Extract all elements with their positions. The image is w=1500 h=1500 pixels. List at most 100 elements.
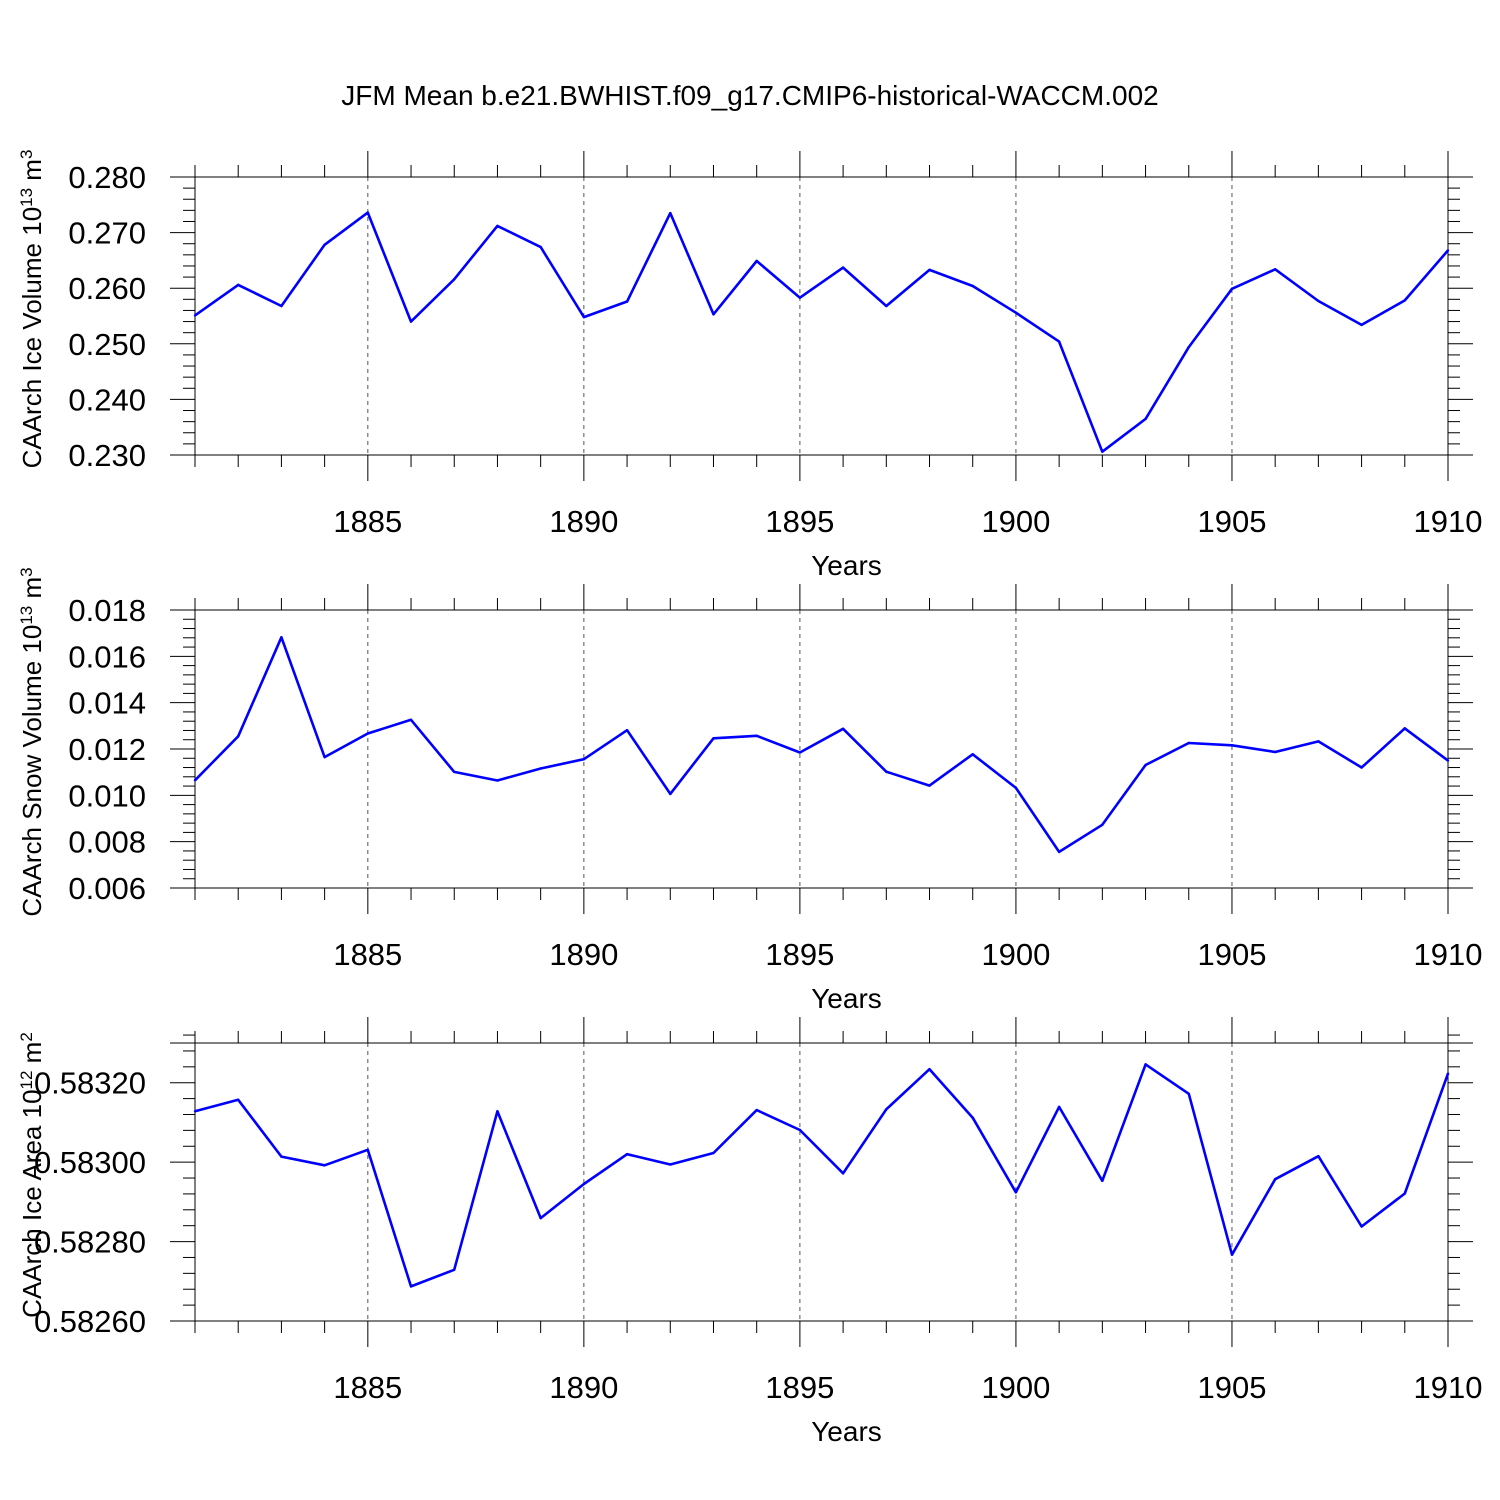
ice-area-data-point bbox=[712, 1151, 715, 1155]
ice-area-data-point bbox=[1014, 1191, 1018, 1194]
snow-volume-data-point bbox=[841, 727, 845, 731]
ice-volume-data-point bbox=[1403, 299, 1406, 302]
ice-area-x-tick-label: 1890 bbox=[549, 1370, 618, 1405]
ice-volume-data-point bbox=[280, 304, 283, 308]
ice-area-data-point bbox=[755, 1108, 758, 1112]
ice-volume-y-tick-label: 0.270 bbox=[68, 216, 146, 251]
ice-volume-data-point bbox=[1317, 299, 1320, 303]
figure-title: JFM Mean b.e21.BWHIST.f09_g17.CMIP6-hist… bbox=[341, 80, 1158, 111]
ice-area-y-axis-title-ylabel: CAArch Ice Area 10 bbox=[17, 1089, 47, 1317]
snow-volume-data-point bbox=[409, 718, 413, 722]
ice-area-data-point bbox=[1101, 1179, 1104, 1183]
ice-volume-y-axis-title-ylabel-sup-unit: 3 bbox=[17, 150, 36, 159]
snow-volume-data-point bbox=[1317, 740, 1320, 743]
ice-volume-data-point bbox=[453, 278, 456, 281]
ice-volume-data-point bbox=[237, 283, 240, 287]
ice-area-data-point bbox=[280, 1155, 283, 1158]
snow-volume-data-point bbox=[1187, 741, 1190, 745]
ice-area-data-point bbox=[237, 1098, 240, 1101]
ice-volume-data-point bbox=[1057, 340, 1061, 343]
ice-volume-x-tick-label: 1885 bbox=[333, 504, 402, 539]
snow-volume-data-point bbox=[669, 792, 672, 796]
ice-volume-series-line bbox=[194, 211, 1449, 454]
ice-volume-data-point bbox=[1273, 268, 1277, 271]
ice-volume-data-point bbox=[1014, 311, 1018, 314]
snow-volume-data-point bbox=[1446, 759, 1450, 762]
ice-area-data-point bbox=[625, 1153, 629, 1156]
ice-area-x-tick-label: 1885 bbox=[333, 1370, 402, 1405]
ice-area-data-point bbox=[1057, 1105, 1061, 1109]
ice-volume-x-tick-label: 1890 bbox=[549, 504, 618, 539]
ice-area-data-point bbox=[1403, 1192, 1406, 1195]
ice-area-data-point bbox=[971, 1116, 974, 1119]
ice-volume-data-point bbox=[971, 284, 974, 288]
ice-area-data-point bbox=[496, 1110, 499, 1113]
ice-area-y-axis-title-ylabel-sup-exp: 12 bbox=[17, 1071, 36, 1090]
ice-area-y-axis-title-ylabel-unit: m bbox=[17, 1042, 47, 1071]
ice-area-data-point bbox=[409, 1285, 413, 1288]
ice-area-data-point bbox=[885, 1108, 888, 1111]
snow-volume-x-axis-title: Years bbox=[811, 983, 882, 1014]
ice-area-data-point bbox=[582, 1182, 586, 1186]
ice-volume-data-point bbox=[1101, 450, 1104, 453]
ice-volume-data-point bbox=[1187, 345, 1190, 349]
ice-volume-data-point bbox=[841, 266, 845, 269]
ice-volume-data-point bbox=[409, 320, 413, 323]
snow-volume-data-point bbox=[798, 751, 802, 754]
ice-area-y-tick-label: 0.58280 bbox=[34, 1225, 146, 1260]
snow-volume-y-axis-title-ylabel-sup-exp: 13 bbox=[17, 606, 36, 625]
snow-volume-data-point bbox=[712, 737, 715, 740]
ice-area-y-axis-title: CAArch Ice Area 1012 m2 bbox=[17, 1032, 47, 1318]
ice-volume-data-point bbox=[366, 211, 370, 214]
snow-volume-data-point bbox=[193, 779, 197, 782]
ice-volume-y-tick-label: 0.280 bbox=[68, 160, 146, 195]
ice-area-data-point bbox=[1273, 1178, 1277, 1181]
ice-volume-data-point bbox=[712, 313, 715, 316]
ice-volume-data-point bbox=[885, 304, 888, 308]
ice-volume-x-tick-label: 1900 bbox=[981, 504, 1050, 539]
snow-volume-data-point bbox=[1273, 750, 1277, 754]
snow-volume-data-point bbox=[582, 757, 586, 761]
ice-area-data-point bbox=[366, 1148, 370, 1152]
ice-area-data-point bbox=[539, 1216, 542, 1220]
snow-volume-y-tick-label: 0.008 bbox=[68, 825, 146, 860]
ice-volume-y-axis-title-ylabel: CAArch Ice Volume 10 bbox=[17, 207, 47, 469]
ice-area-data-point bbox=[669, 1163, 672, 1166]
snow-volume-y-tick-label: 0.016 bbox=[68, 639, 146, 674]
ice-area-y-tick-label: 0.58300 bbox=[34, 1145, 146, 1180]
ice-volume-y-axis-title-ylabel-sup-exp: 13 bbox=[17, 188, 36, 207]
ice-volume-data-point bbox=[193, 314, 197, 317]
ice-area-y-axis-title-ylabel-sup-unit: 2 bbox=[17, 1032, 36, 1041]
ice-volume-data-point bbox=[755, 259, 758, 263]
snow-volume-data-point bbox=[539, 767, 542, 770]
ice-volume-data-point bbox=[798, 296, 802, 299]
snow-volume-data-point bbox=[1360, 766, 1363, 769]
ice-area-data-point bbox=[928, 1068, 931, 1071]
ice-area-y-tick-label: 0.58260 bbox=[34, 1304, 146, 1339]
ice-area-data-point bbox=[798, 1128, 802, 1132]
snow-volume-series-line bbox=[194, 635, 1449, 854]
ice-volume-data-point bbox=[1230, 287, 1234, 290]
snow-volume-panel: 1885 1890 1895 1900 1905 1910 Years 0.006 0.008 0… bbox=[17, 567, 1482, 1014]
ice-volume-x-tick-label: 1910 bbox=[1414, 504, 1483, 539]
snow-volume-x-tick-label: 1890 bbox=[549, 937, 618, 972]
snow-volume-x-tick-label: 1910 bbox=[1414, 937, 1483, 972]
snow-volume-x-tick-label: 1905 bbox=[1197, 937, 1266, 972]
snow-volume-data-point bbox=[1057, 850, 1061, 854]
snow-volume-data-point bbox=[1144, 763, 1147, 767]
ice-volume-data-point bbox=[1446, 249, 1450, 252]
ice-volume-y-tick-label: 0.240 bbox=[68, 382, 146, 417]
snow-volume-data-point bbox=[755, 734, 758, 737]
ice-volume-x-tick-label: 1905 bbox=[1197, 504, 1266, 539]
ice-area-data-point bbox=[841, 1172, 845, 1175]
ice-volume-y-axis-title: CAArch Ice Volume 1013 m3 bbox=[17, 150, 47, 469]
ice-volume-y-tick-label: 0.250 bbox=[68, 327, 146, 362]
ice-volume-data-point bbox=[582, 315, 586, 319]
snow-volume-data-point bbox=[625, 729, 629, 732]
snow-volume-x-tick-label: 1895 bbox=[765, 937, 834, 972]
snow-volume-y-tick-label: 0.014 bbox=[68, 686, 146, 721]
snow-volume-data-point bbox=[1101, 823, 1104, 826]
ice-volume-y-axis-title-ylabel-unit: m bbox=[17, 159, 47, 188]
snow-volume-data-point bbox=[323, 755, 326, 759]
